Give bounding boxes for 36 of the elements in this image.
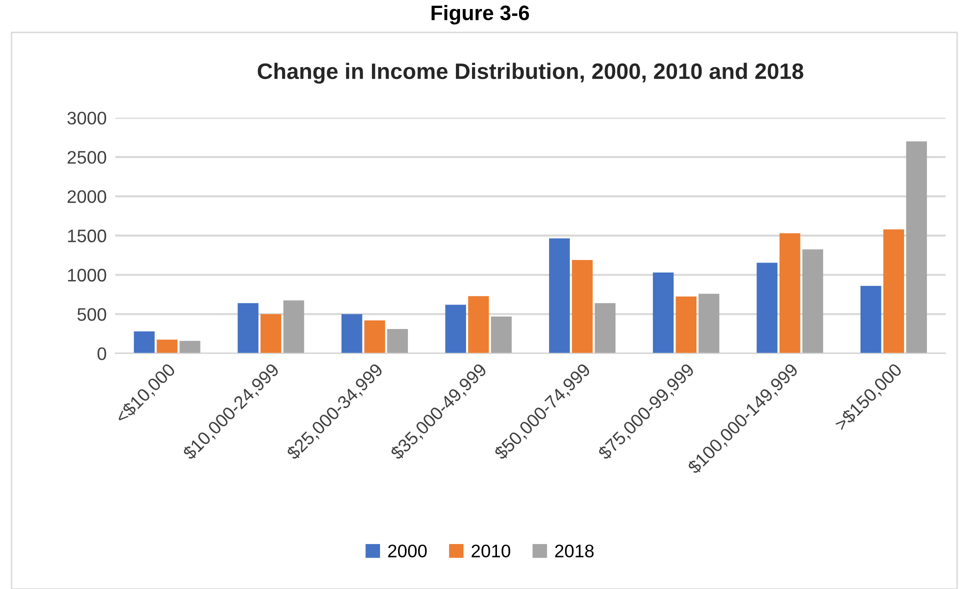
bar bbox=[652, 272, 674, 354]
chart-title: Change in Income Distribution, 2000, 2010 and 2018 bbox=[258, 62, 804, 84]
y-tick-label: 3000 bbox=[67, 112, 106, 125]
bar bbox=[260, 314, 282, 354]
caption: Figure 3-6 bbox=[432, 4, 530, 24]
y-tick-label: 500 bbox=[77, 308, 106, 321]
bar bbox=[780, 233, 800, 354]
bar bbox=[802, 249, 824, 354]
bar bbox=[445, 304, 466, 354]
bar bbox=[468, 296, 489, 354]
bar bbox=[676, 296, 696, 354]
y-tick-label: 0 bbox=[98, 347, 106, 360]
legend-label: 2000 bbox=[388, 544, 427, 558]
bar bbox=[594, 303, 616, 354]
bar bbox=[156, 340, 178, 354]
bar bbox=[283, 300, 304, 354]
bar bbox=[180, 340, 200, 354]
bar bbox=[134, 331, 155, 354]
y-tick-label: 2000 bbox=[68, 190, 106, 204]
bar bbox=[860, 286, 882, 354]
bar bbox=[490, 316, 512, 354]
bar bbox=[364, 320, 386, 354]
bar bbox=[549, 238, 570, 354]
bar bbox=[698, 294, 720, 354]
bar bbox=[387, 329, 408, 354]
y-tick-label: 1000 bbox=[68, 268, 106, 282]
legend-label: 2010 bbox=[472, 544, 510, 558]
y-tick-label: 2500 bbox=[68, 151, 106, 164]
bar bbox=[906, 141, 927, 354]
legend-label: 2018 bbox=[555, 544, 594, 558]
bar bbox=[238, 303, 258, 354]
bar bbox=[756, 262, 778, 354]
bar bbox=[883, 229, 904, 354]
bar bbox=[572, 260, 593, 354]
y-tick-label: 1500 bbox=[68, 230, 106, 242]
bar bbox=[341, 314, 362, 354]
